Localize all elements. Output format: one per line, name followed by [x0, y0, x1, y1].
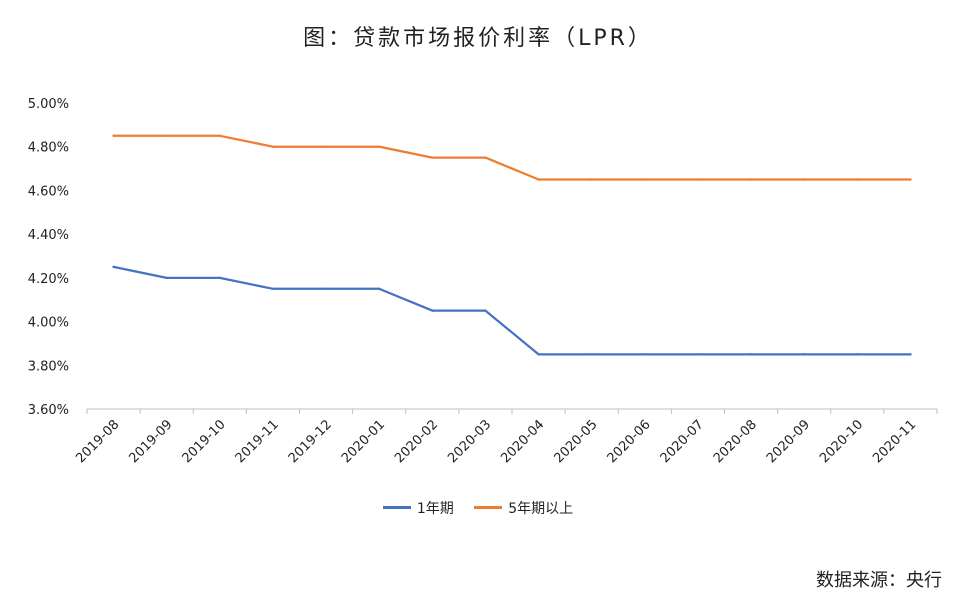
data-point-5y	[749, 178, 753, 181]
y-tick-label: 4.40%	[28, 228, 69, 243]
x-tick-label: 2020-02	[392, 417, 441, 466]
chart-title: 图：贷款市场报价利率（LPR）	[303, 26, 653, 51]
legend-swatch-1y	[382, 506, 411, 509]
legend-label-5y: 5年期以上	[508, 500, 574, 517]
x-tick-label: 2020-07	[658, 417, 707, 466]
x-tick-label: 2020-06	[605, 417, 654, 466]
legend-swatch-5y	[474, 506, 503, 509]
x-tick-label: 2020-09	[764, 417, 813, 466]
x-tick-label: 2019-11	[233, 417, 282, 466]
data-point-5y	[324, 145, 328, 148]
y-tick-label: 4.60%	[28, 184, 69, 199]
data-point-1y	[484, 309, 487, 312]
y-tick-label: 4.80%	[28, 141, 69, 156]
data-point-1y	[909, 353, 912, 356]
legend-item-1y: 1年期	[382, 498, 454, 518]
x-tick-label: 2019-09	[126, 417, 175, 466]
x-tick-label: 2019-10	[180, 417, 229, 466]
y-tick-label: 4.20%	[28, 272, 69, 287]
data-point-1y	[643, 353, 647, 356]
data-point-1y	[324, 287, 328, 290]
data-point-5y	[643, 178, 647, 181]
series-line-5y	[112, 134, 912, 181]
legend-item-5y: 5年期以上	[474, 498, 573, 518]
data-point-5y	[484, 156, 487, 159]
data-point-1y	[165, 276, 168, 280]
x-tick-label: 2020-05	[551, 417, 600, 466]
x-tick-label: 2020-03	[445, 417, 494, 466]
data-point-1y	[856, 353, 859, 356]
data-point-1y	[377, 287, 381, 290]
data-point-1y	[749, 353, 753, 356]
data-point-1y	[590, 353, 593, 356]
data-point-5y	[856, 178, 859, 181]
y-tick-label: 4.00%	[28, 316, 69, 331]
data-point-5y	[112, 134, 115, 137]
data-point-1y	[431, 309, 434, 312]
legend: 1年期 5年期以上	[0, 497, 956, 518]
x-tick-label: 2019-12	[286, 417, 335, 466]
data-point-1y	[218, 276, 222, 280]
x-tick-label: 2020-01	[339, 417, 388, 466]
data-point-5y	[696, 178, 700, 181]
data-point-5y	[590, 178, 593, 181]
data-point-1y	[537, 353, 540, 356]
x-tick-label: 2020-11	[870, 417, 919, 466]
series-line-1y	[112, 265, 912, 356]
data-point-1y	[271, 287, 275, 290]
data-point-5y	[431, 156, 434, 159]
x-tick-label: 2019-08	[73, 417, 122, 466]
data-point-5y	[909, 178, 912, 181]
y-tick-label: 3.60%	[28, 403, 69, 418]
x-tick-label: 2020-08	[711, 417, 760, 466]
data-point-1y	[112, 265, 115, 269]
source-note: 数据来源：央行	[816, 570, 942, 591]
data-point-5y	[218, 134, 222, 137]
data-point-5y	[802, 178, 806, 181]
data-point-5y	[537, 178, 540, 181]
legend-label-1y: 1年期	[416, 500, 454, 517]
data-point-1y	[802, 353, 806, 356]
y-tick-label: 5.00%	[28, 97, 69, 112]
data-point-1y	[696, 353, 700, 356]
y-tick-label: 3.80%	[28, 359, 69, 374]
x-tick-label: 2020-10	[817, 417, 866, 466]
data-point-5y	[165, 134, 168, 137]
x-tick-label: 2020-04	[498, 417, 547, 466]
data-point-5y	[377, 145, 381, 148]
data-point-5y	[271, 145, 275, 148]
